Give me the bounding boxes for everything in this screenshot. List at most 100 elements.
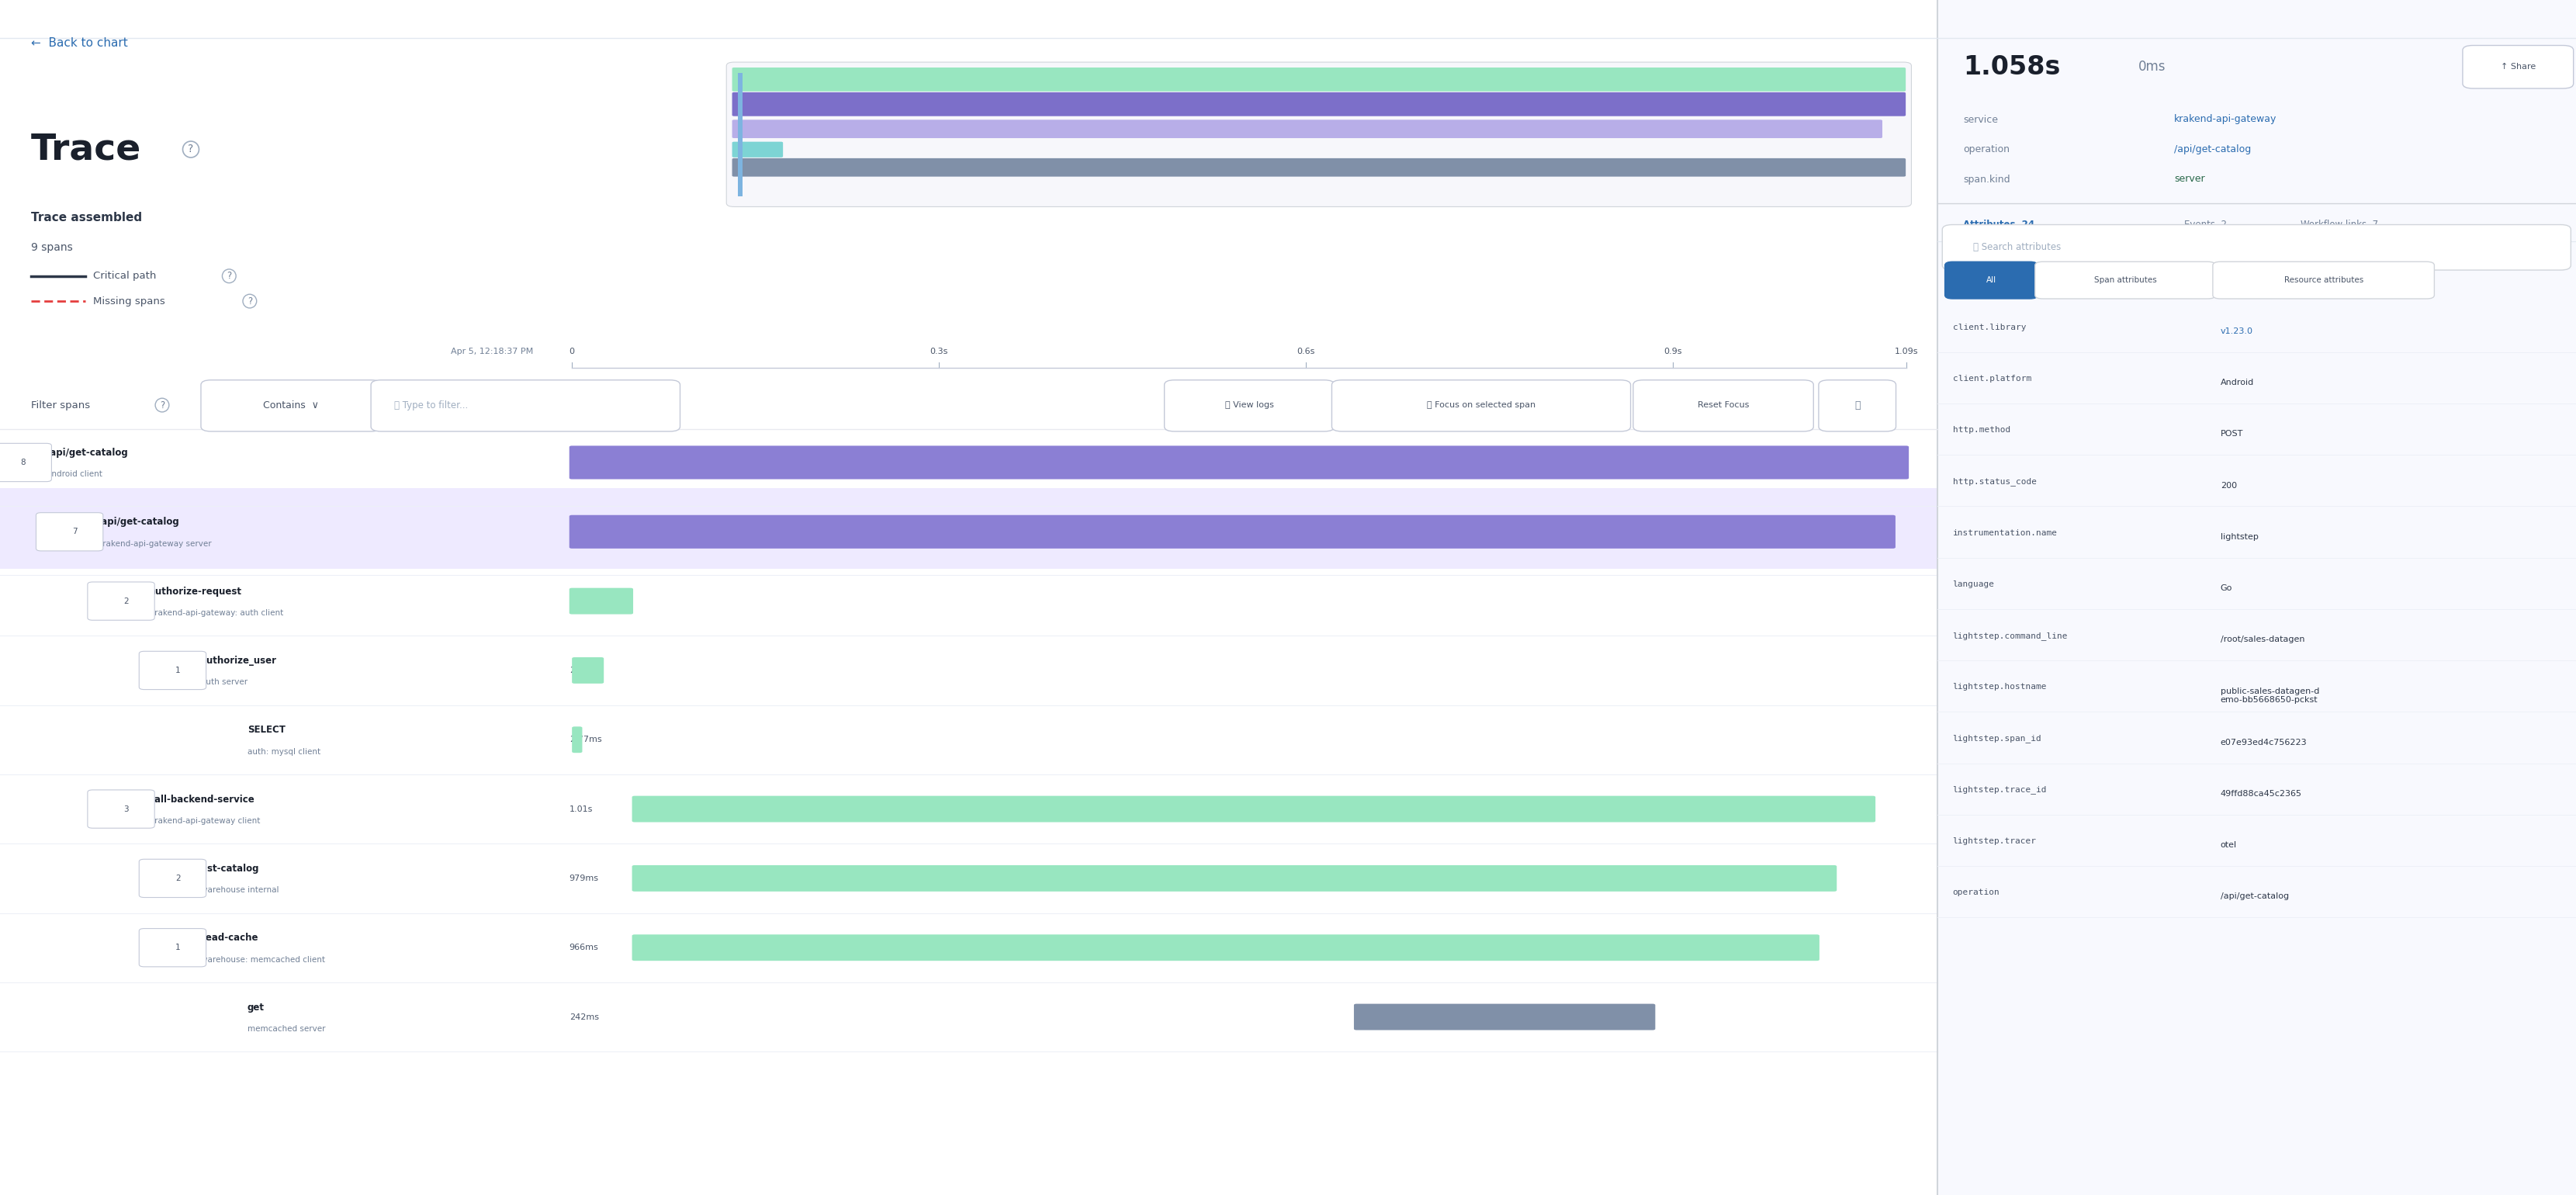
- FancyBboxPatch shape: [36, 513, 103, 551]
- Text: /api/get-catalog: /api/get-catalog: [46, 448, 129, 458]
- Text: Reset Focus: Reset Focus: [1698, 402, 1749, 409]
- FancyBboxPatch shape: [569, 515, 1896, 549]
- Text: language: language: [1953, 581, 1994, 588]
- Text: 2.77ms: 2.77ms: [569, 736, 603, 743]
- Text: /api/get-catalog: /api/get-catalog: [98, 517, 180, 527]
- FancyBboxPatch shape: [1819, 380, 1896, 431]
- Text: /root/sales-datagen: /root/sales-datagen: [2221, 636, 2306, 643]
- Text: operation: operation: [1953, 889, 1999, 896]
- Text: ?: ?: [188, 143, 193, 155]
- Text: public-sales-datagen-d
emo-bb5668650-pckst: public-sales-datagen-d emo-bb5668650-pck…: [2221, 687, 2318, 704]
- Text: Critical path: Critical path: [93, 271, 157, 281]
- FancyBboxPatch shape: [572, 727, 582, 753]
- Text: server: server: [2174, 174, 2205, 184]
- Text: lightstep.trace_id: lightstep.trace_id: [1953, 785, 2048, 795]
- Text: instrumentation.name: instrumentation.name: [1953, 529, 2058, 537]
- Text: 1: 1: [175, 944, 180, 951]
- Text: memcached server: memcached server: [247, 1025, 325, 1032]
- Text: 0.9s: 0.9s: [1664, 348, 1682, 355]
- FancyBboxPatch shape: [2463, 45, 2573, 88]
- Text: 200: 200: [2221, 482, 2236, 489]
- Text: 7: 7: [72, 528, 77, 535]
- Text: 1: 1: [175, 667, 180, 674]
- Text: 0.3s: 0.3s: [930, 348, 948, 355]
- Text: get: get: [247, 1003, 265, 1012]
- Text: ?: ?: [160, 400, 165, 410]
- Text: Filter spans: Filter spans: [31, 400, 90, 410]
- Text: span.kind: span.kind: [1963, 174, 2009, 184]
- Text: 9 spans: 9 spans: [31, 241, 72, 253]
- Text: 0: 0: [569, 348, 574, 355]
- Text: krakend-api-gateway server: krakend-api-gateway server: [98, 540, 211, 547]
- Text: Apr 5, 12:18:37 PM: Apr 5, 12:18:37 PM: [451, 348, 533, 355]
- FancyBboxPatch shape: [0, 443, 52, 482]
- Text: 47.8ms: 47.8ms: [569, 598, 603, 605]
- Text: Contains  ∨: Contains ∨: [263, 400, 319, 410]
- Text: 2: 2: [124, 598, 129, 605]
- Text: ⧗: ⧗: [1855, 400, 1860, 410]
- FancyBboxPatch shape: [139, 929, 206, 967]
- FancyBboxPatch shape: [732, 142, 783, 158]
- Text: list-catalog: list-catalog: [201, 864, 258, 874]
- FancyBboxPatch shape: [139, 859, 206, 897]
- Text: Attributes  24: Attributes 24: [1963, 220, 2035, 229]
- FancyBboxPatch shape: [631, 934, 1819, 961]
- Text: authorize-request: authorize-request: [149, 587, 242, 596]
- Text: 242ms: 242ms: [569, 1013, 598, 1021]
- FancyBboxPatch shape: [2213, 262, 2434, 299]
- Text: POST: POST: [2221, 430, 2244, 437]
- Text: Go: Go: [2221, 584, 2233, 592]
- FancyBboxPatch shape: [1355, 1004, 1656, 1030]
- Text: 966ms: 966ms: [569, 944, 598, 951]
- Bar: [1937, 0, 2576, 1195]
- Text: warehouse: memcached client: warehouse: memcached client: [201, 956, 325, 963]
- FancyBboxPatch shape: [1945, 262, 2038, 299]
- Text: /api/get-catalog: /api/get-catalog: [2221, 893, 2290, 900]
- Text: 📄 View logs: 📄 View logs: [1226, 402, 1273, 409]
- Text: lightstep.tracer: lightstep.tracer: [1953, 838, 2038, 845]
- Text: client.platform: client.platform: [1953, 375, 2030, 382]
- Bar: [0, 489, 1937, 569]
- Text: Events  2: Events 2: [2184, 220, 2228, 229]
- FancyBboxPatch shape: [2035, 262, 2215, 299]
- FancyBboxPatch shape: [1942, 225, 2571, 270]
- Text: auth: mysql client: auth: mysql client: [247, 748, 319, 755]
- Text: 1.09s: 1.09s: [1893, 348, 1919, 355]
- Text: 1.058s: 1.058s: [1963, 54, 2061, 80]
- Text: ?: ?: [227, 271, 232, 281]
- Text: ?: ?: [247, 296, 252, 306]
- Text: 🔍 Type to filter...: 🔍 Type to filter...: [394, 400, 469, 410]
- Text: krakend-api-gateway: krakend-api-gateway: [2174, 115, 2277, 124]
- Text: e07e93ed4c756223: e07e93ed4c756223: [2221, 739, 2308, 746]
- Text: http.method: http.method: [1953, 427, 2009, 434]
- FancyBboxPatch shape: [631, 796, 1875, 822]
- FancyBboxPatch shape: [732, 92, 1906, 116]
- Text: service: service: [1963, 115, 1999, 124]
- Text: krakend-api-gateway client: krakend-api-gateway client: [149, 817, 260, 825]
- FancyBboxPatch shape: [631, 865, 1837, 891]
- Text: android client: android client: [46, 471, 103, 478]
- Text: 49ffd88ca45c2365: 49ffd88ca45c2365: [2221, 790, 2303, 797]
- FancyBboxPatch shape: [88, 582, 155, 620]
- Text: client.library: client.library: [1953, 324, 2025, 331]
- FancyBboxPatch shape: [732, 120, 1883, 139]
- Text: lightstep: lightstep: [2221, 533, 2259, 540]
- FancyBboxPatch shape: [1633, 380, 1814, 431]
- Text: v1.23.0: v1.23.0: [2221, 327, 2254, 335]
- Text: Missing spans: Missing spans: [93, 296, 165, 306]
- Text: 2: 2: [175, 875, 180, 882]
- Text: 🎯 Focus on selected span: 🎯 Focus on selected span: [1427, 402, 1535, 409]
- Text: auth server: auth server: [201, 679, 247, 686]
- Text: 1.09s: 1.09s: [569, 459, 592, 466]
- Text: krakend-api-gateway: auth client: krakend-api-gateway: auth client: [149, 609, 283, 617]
- Text: Android: Android: [2221, 379, 2254, 386]
- Text: 0.6s: 0.6s: [1296, 348, 1314, 355]
- Text: 21.2ms: 21.2ms: [569, 667, 603, 674]
- Text: http.status_code: http.status_code: [1953, 477, 2038, 486]
- Text: read-cache: read-cache: [201, 933, 258, 943]
- Text: authorize_user: authorize_user: [201, 656, 278, 666]
- Text: ↑ Share: ↑ Share: [2501, 63, 2535, 71]
- FancyBboxPatch shape: [569, 446, 1909, 479]
- FancyBboxPatch shape: [732, 68, 1906, 92]
- FancyBboxPatch shape: [732, 158, 1906, 177]
